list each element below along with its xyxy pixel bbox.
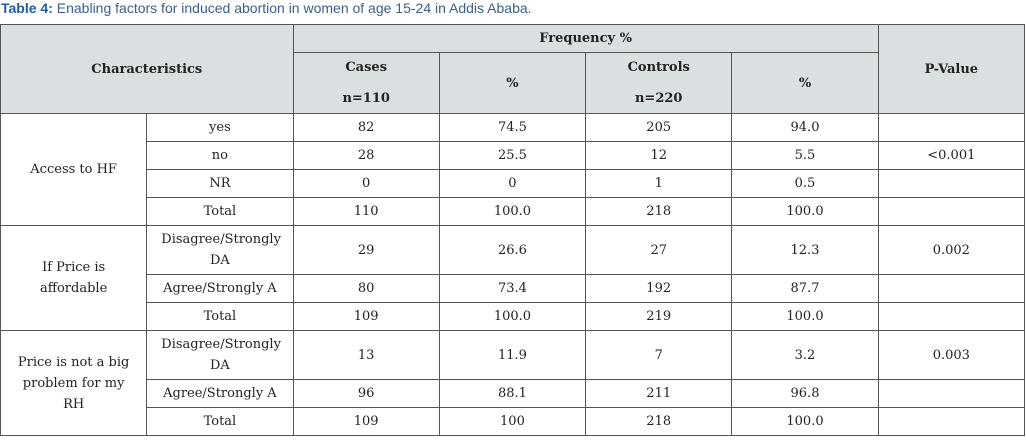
value-cell: 100.0 (731, 407, 879, 436)
value-cell: 82 (292, 113, 440, 142)
header-controls-pct: % (731, 52, 879, 114)
p-value-empty (877, 407, 1026, 436)
value-cell: 1 (585, 169, 733, 198)
caption-label: Table 4: (1, 0, 53, 16)
sub-label: no (146, 141, 294, 170)
value-cell: 13 (292, 330, 440, 380)
table-row: Agree/Strongly A 80 73.4 192 87.7 (1, 274, 1026, 303)
value-cell: 73.4 (438, 274, 587, 303)
value-cell: 7 (585, 330, 733, 380)
value-cell: 211 (585, 379, 733, 408)
table-row: Access to HF yes 82 74.5 205 94.0 (0, 113, 1026, 226)
p-value: 0.002 (877, 225, 1026, 275)
table-row: Total 110 100.0 218 100.0 (1, 197, 1026, 226)
value-cell: 218 (585, 407, 733, 436)
table-row: Price is not a big problem for my RH Disa… (0, 330, 1026, 436)
value-cell: 110 (292, 197, 440, 226)
cases-label: Cases (345, 60, 388, 75)
group-label: Access to HF (0, 113, 148, 226)
value-cell: 0 (292, 169, 440, 198)
value-cell: 109 (292, 302, 440, 331)
value-cell: 28 (292, 141, 440, 170)
table-row: Total 109 100 218 100.0 (1, 407, 1026, 436)
sub-label: Total (146, 302, 294, 331)
value-cell: 96 (292, 379, 440, 408)
value-cell: 12.3 (731, 225, 879, 275)
value-cell: 87.7 (731, 274, 879, 303)
caption-text: Enabling factors for induced abortion in… (56, 0, 532, 16)
table-row: no 28 25.5 12 5.5 <0.001 (1, 141, 1026, 170)
sub-label: NR (146, 169, 294, 198)
controls-label: Controls (627, 60, 690, 75)
p-value-empty (877, 113, 1026, 142)
table-row: NR 0 0 1 0.5 (1, 169, 1026, 198)
value-cell: 27 (585, 225, 733, 275)
value-cell: 100.0 (731, 197, 879, 226)
table-row: If Price is affordable Disagree/Strongly … (0, 225, 1026, 331)
p-value-empty (877, 302, 1026, 331)
value-cell: 88.1 (438, 379, 587, 408)
caption: Table 4: Enabling factors for induced ab… (0, 0, 1026, 24)
value-cell: 26.6 (438, 225, 587, 275)
value-cell: 29 (292, 225, 440, 275)
header-characteristics: Characteristics (0, 24, 294, 114)
value-cell: 74.5 (438, 113, 587, 142)
value-cell: 0.5 (731, 169, 879, 198)
table-row: Agree/Strongly A 96 88.1 211 96.8 (1, 379, 1026, 408)
value-cell: 25.5 (438, 141, 587, 170)
group-label: Price is not a big problem for my RH (0, 330, 148, 436)
p-value: <0.001 (877, 141, 1026, 170)
value-cell: 100.0 (731, 302, 879, 331)
group-label: If Price is affordable (0, 225, 148, 331)
value-cell: 100.0 (438, 197, 587, 226)
header-controls: Controls n=220 (585, 52, 733, 114)
value-cell: 96.8 (731, 379, 879, 408)
p-value-empty (877, 197, 1026, 226)
data-table: Characteristics Frequency % P-Value Case… (0, 24, 1026, 436)
header-frequency: Frequency % (292, 24, 879, 53)
sub-label: Total (146, 407, 294, 436)
value-cell: 219 (585, 302, 733, 331)
sub-label: Disagree/Strongly DA (146, 330, 294, 380)
sub-label: Total (146, 197, 294, 226)
value-cell: 12 (585, 141, 733, 170)
header-cases-pct: % (438, 52, 587, 114)
table-body: Access to HF yes 82 74.5 205 94.0 no 28 25.5 12 5.… (0, 113, 1026, 436)
header-p-value: P-Value (877, 24, 1026, 114)
value-cell: 100 (438, 407, 587, 436)
sub-label: Agree/Strongly A (146, 274, 294, 303)
value-cell: 192 (585, 274, 733, 303)
p-value-empty (877, 379, 1026, 408)
header-cases: Cases n=110 (292, 52, 440, 114)
sub-label: Agree/Strongly A (146, 379, 294, 408)
cases-n: n=110 (342, 91, 390, 106)
p-value: 0.003 (877, 330, 1026, 380)
p-value-empty (877, 274, 1026, 303)
value-cell: 80 (292, 274, 440, 303)
value-cell: 11.9 (438, 330, 587, 380)
value-cell: 109 (292, 407, 440, 436)
sub-label: Disagree/Strongly DA (146, 225, 294, 275)
value-cell: 100.0 (438, 302, 587, 331)
value-cell: 94.0 (731, 113, 879, 142)
value-cell: 5.5 (731, 141, 879, 170)
controls-n: n=220 (634, 91, 683, 106)
value-cell: 3.2 (731, 330, 879, 380)
value-cell: 0 (438, 169, 587, 198)
sub-label: yes (146, 113, 294, 142)
table-row: Total 109 100.0 219 100.0 (1, 302, 1026, 331)
value-cell: 205 (585, 113, 733, 142)
p-value-empty (877, 169, 1026, 198)
value-cell: 218 (585, 197, 733, 226)
